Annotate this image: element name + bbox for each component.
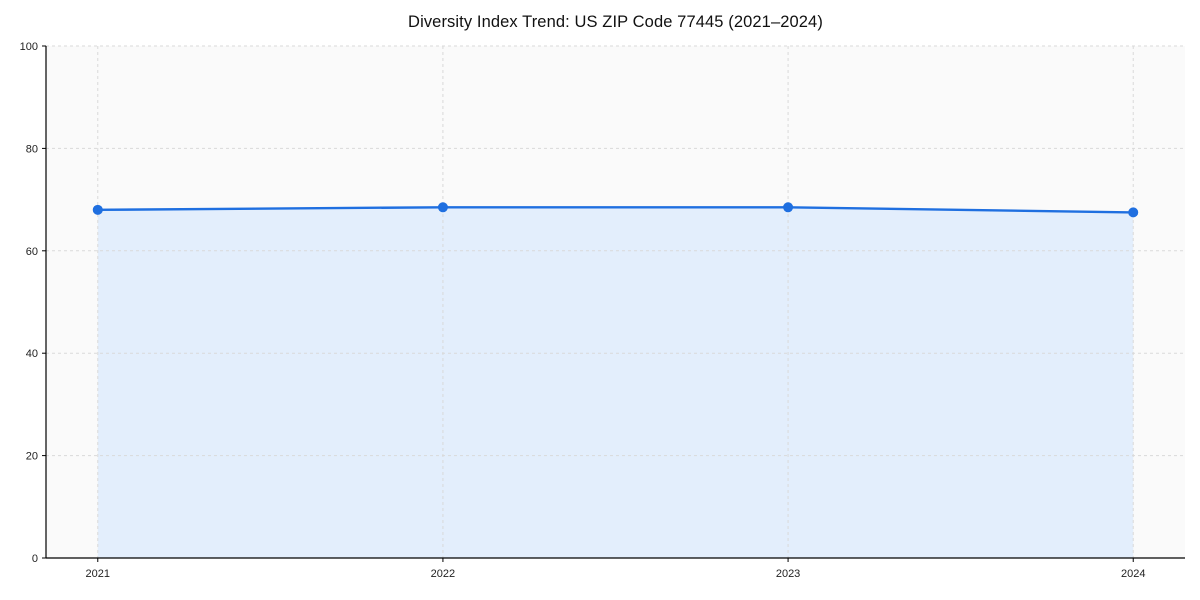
y-tick-label: 60	[26, 246, 38, 258]
area-fill	[97, 207, 1134, 558]
data-point-marker	[437, 202, 448, 213]
y-tick-label: 20	[26, 451, 38, 463]
data-point-marker	[92, 204, 103, 215]
x-tick-label: 2023	[776, 568, 800, 580]
x-tick-label: 2024	[1121, 568, 1145, 580]
data-point-marker	[783, 202, 794, 213]
trend-line	[96, 206, 1135, 214]
data-point-marker	[1128, 207, 1139, 218]
x-tick-label: 2022	[431, 568, 455, 580]
x-tick-label: 2021	[86, 568, 110, 580]
y-tick-label: 80	[26, 143, 38, 155]
y-tick-label: 40	[26, 348, 38, 360]
y-tick-label: 0	[32, 553, 38, 565]
chart-title: Diversity Index Trend: US ZIP Code 77445…	[408, 13, 823, 31]
y-tick-label: 100	[20, 41, 38, 53]
